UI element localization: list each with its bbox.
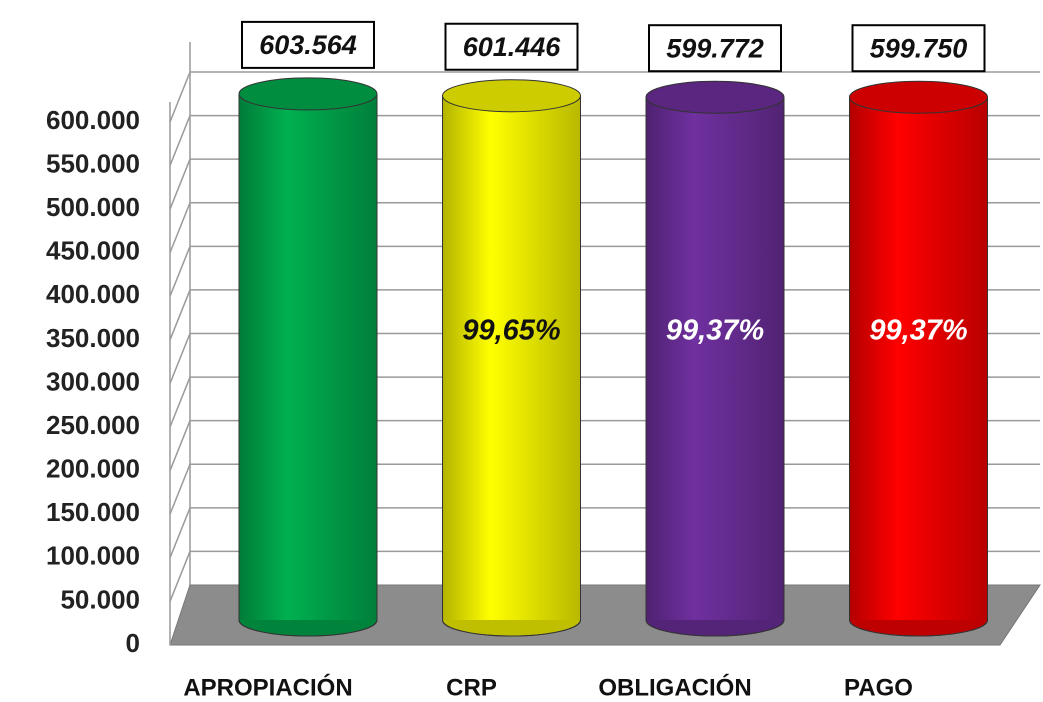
cylinder-top <box>442 79 581 113</box>
y-tick-label: 600.000 <box>46 105 140 135</box>
bar <box>442 95 581 621</box>
cylinder-outline <box>645 97 785 637</box>
percent-label: 99,65% <box>462 315 560 347</box>
cylinder-outline <box>238 93 378 637</box>
x-tick-label: PAGO <box>844 674 913 701</box>
y-tick-label: 200.000 <box>46 454 140 484</box>
bar <box>646 97 784 621</box>
bar <box>239 93 377 621</box>
y-tick-label: 400.000 <box>46 279 140 309</box>
y-tick-label: 450.000 <box>46 236 140 266</box>
cylinder-outline <box>849 97 988 637</box>
value-label: 603.564 <box>259 30 357 60</box>
value-label-box <box>648 24 782 73</box>
y-tick-label: 100.000 <box>46 541 140 571</box>
value-label-box <box>444 22 579 71</box>
value-label: 599.750 <box>870 33 968 63</box>
y-tick-label: 50.000 <box>60 584 140 614</box>
y-tick-label: 300.000 <box>46 366 140 396</box>
cylinder-outline <box>442 95 581 637</box>
percent-label: 99,37% <box>869 315 967 347</box>
y-tick-label: 0 <box>126 628 140 658</box>
x-tick-label: CRP <box>446 674 497 701</box>
y-tick-label: 350.000 <box>46 323 140 353</box>
value-label: 601.446 <box>463 32 562 62</box>
cylinder-top <box>849 80 988 114</box>
y-tick-label: 250.000 <box>46 410 140 440</box>
y-tick-label: 500.000 <box>46 192 140 222</box>
y-tick-label: 550.000 <box>46 148 140 178</box>
value-label-box <box>241 20 375 69</box>
x-tick-label: OBLIGACIÓN <box>598 673 751 701</box>
cylinder-top <box>645 80 785 114</box>
y-tick-label: 150.000 <box>46 497 140 527</box>
value-label: 599.772 <box>666 33 764 63</box>
percent-label: 99,37% <box>666 315 764 347</box>
floor <box>169 584 1041 646</box>
bar <box>849 97 988 621</box>
x-tick-label: APROPIACIÓN <box>183 673 352 701</box>
value-label-box <box>851 24 986 73</box>
cylinder-top <box>238 77 378 111</box>
